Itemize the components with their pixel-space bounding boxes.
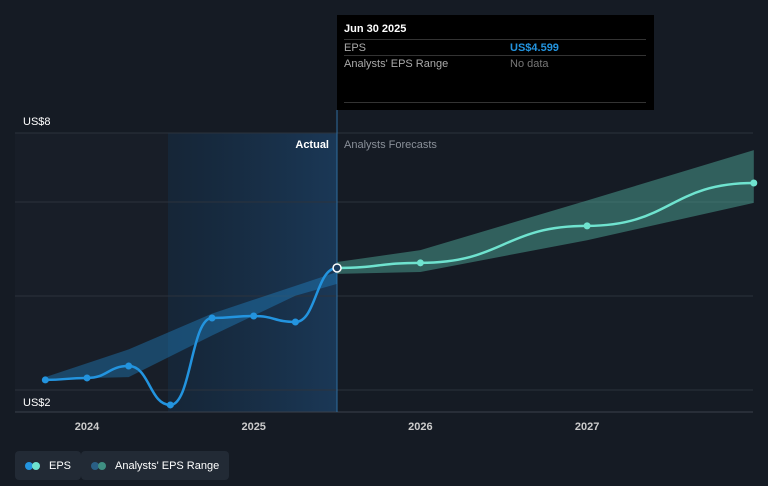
- tooltip-eps-value: US$4.599: [510, 42, 559, 54]
- highlighted-point: [332, 263, 342, 273]
- past-region: [15, 133, 168, 412]
- x-tick-label: 2026: [408, 421, 432, 433]
- tooltip-eps-label: EPS: [344, 42, 367, 54]
- analyst-range-band-historical: [45, 271, 338, 380]
- forecast-label: Analysts Forecasts: [344, 139, 437, 151]
- analyst-range-band-forecast: [337, 150, 754, 274]
- tooltip-range-label: Analysts' EPS Range: [344, 58, 449, 70]
- eps-actual-line-point: [83, 374, 91, 382]
- legend-eps[interactable]: EPS: [15, 451, 82, 480]
- eps-forecast-line-point: [750, 179, 758, 187]
- eps-forecast-line: [337, 181, 754, 270]
- tooltip: Jun 30 2025 EPS US$4.599 Analysts' EPS R…: [337, 15, 654, 110]
- legend-range-label: Analysts' EPS Range: [115, 459, 220, 472]
- tooltip-date: Jun 30 2025: [344, 23, 407, 35]
- y-tick-label: US$8: [23, 116, 51, 128]
- eps-actual-line-point: [291, 318, 299, 326]
- eps-forecast-line-point: [583, 222, 591, 230]
- tooltip-range-value: No data: [510, 58, 549, 70]
- legend-range[interactable]: Analysts' EPS Range: [81, 451, 230, 480]
- legend-eps-label: EPS: [49, 459, 72, 472]
- x-tick-label: 2025: [241, 421, 265, 433]
- eps-actual-line-point: [250, 312, 258, 320]
- range-legend-icon: [91, 461, 107, 470]
- eps-actual-line-point: [208, 314, 216, 322]
- eps-actual-line-point: [166, 401, 174, 409]
- eps-legend-icon: [25, 461, 41, 470]
- x-tick-label: 2024: [75, 421, 100, 433]
- actual-highlight-region: [168, 133, 337, 412]
- x-tick-label: 2027: [575, 421, 599, 433]
- eps-actual-line-point: [41, 376, 49, 384]
- actual-label: Actual: [295, 139, 329, 151]
- y-tick-label: US$2: [23, 397, 51, 409]
- eps-actual-line-point: [125, 362, 133, 370]
- eps-forecast-line-point: [416, 259, 424, 267]
